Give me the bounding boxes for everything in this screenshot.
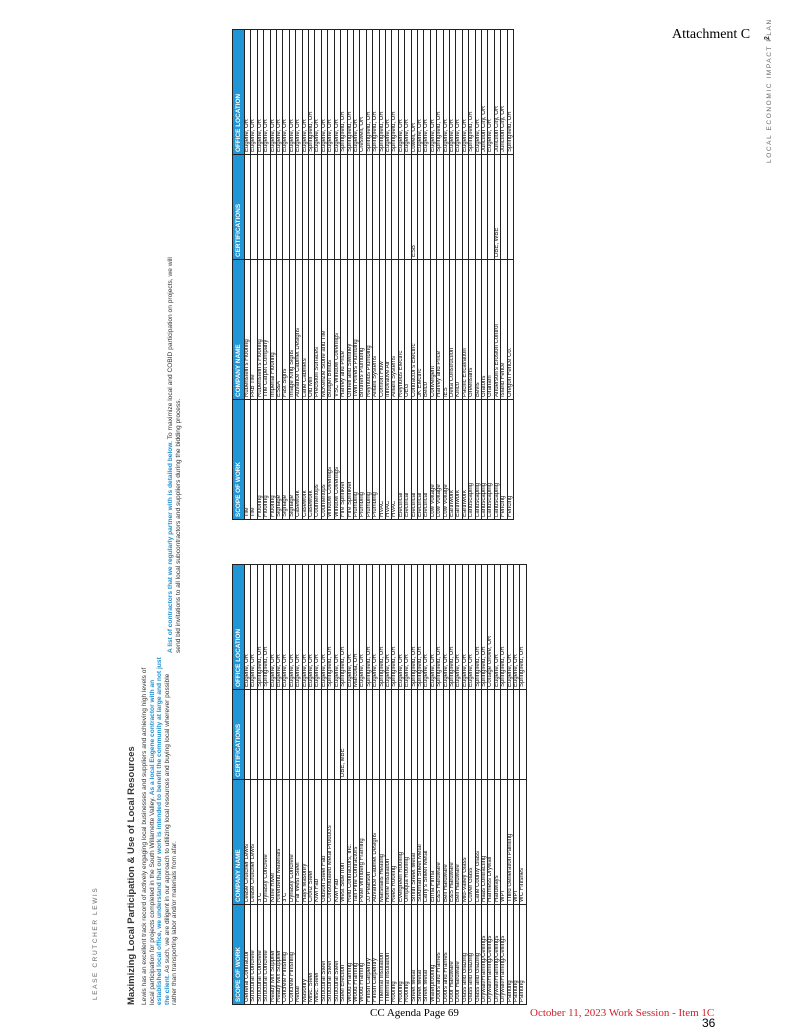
table-cell [519, 689, 527, 780]
text-run: . As such, we are diligent in our approa… [163, 673, 179, 1005]
table-cell: Oregon Fence Co. [507, 259, 514, 400]
table-cell: Springfield, OR [519, 564, 527, 690]
paragraph: Lewis has an excellent track record of a… [141, 655, 179, 1005]
column-header: SCOPE OF WORK [232, 399, 245, 520]
table-row: Fencing Oregon Fence Co. Springfield, OR [507, 29, 514, 520]
column-header: COMPANY NAME [232, 779, 245, 905]
intro-paragraph: A list of contractors that we regularly … [167, 243, 182, 653]
table-row: Painting WC Finishes Springfield, OR [519, 564, 527, 1005]
contractor-table: SCOPE OF WORK COMPANY NAME CERTIFICATIONS O… [232, 564, 527, 1005]
table-cell [507, 154, 514, 260]
column-header: COMPANY NAME [232, 259, 245, 400]
table-cell: Painting [519, 904, 527, 1005]
attachment-label: Attachment C [672, 27, 751, 42]
header-row: SCOPE OF WORK COMPANY NAME CERTIFICATIONS O… [232, 564, 245, 1005]
contractor-table: SCOPE OF WORK COMPANY NAME CERTIFICATIONS O… [232, 29, 514, 520]
table-cell: Springfield, OR [507, 29, 514, 155]
section-title: Maximizing Local Participation & Use of … [126, 746, 137, 1005]
column-header: OFFICE LOCATION [232, 29, 245, 155]
column-header: SCOPE OF WORK [232, 904, 245, 1005]
page-number: 36 [702, 1016, 716, 1030]
text-run: A list of contractors that we regularly … [167, 440, 174, 653]
header-left: LEASE CRUTCHER LEWIS [92, 886, 99, 1000]
column-header: CERTIFICATIONS [232, 154, 245, 260]
table-cell: Fencing [507, 399, 514, 520]
session-label: October 11, 2023 Work Session - Item 1C [530, 1007, 715, 1019]
header-page: 2 [764, 36, 771, 40]
column-header: CERTIFICATIONS [232, 689, 245, 780]
table-cell: WC Finishes [519, 779, 527, 905]
column-header: OFFICE LOCATION [232, 564, 245, 690]
header-row: SCOPE OF WORK COMPANY NAME CERTIFICATIONS O… [232, 29, 245, 520]
agenda-page: CC Agenda Page 69 [370, 1007, 459, 1019]
